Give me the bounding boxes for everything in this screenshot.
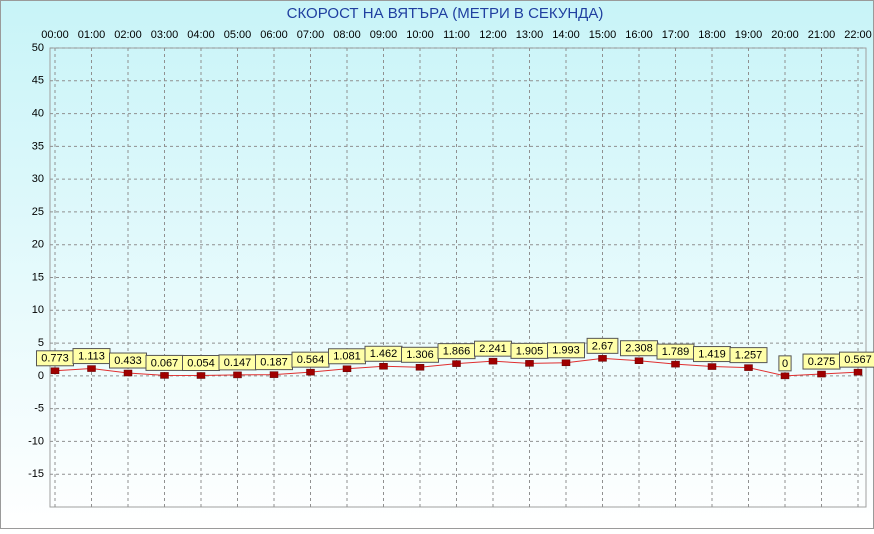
x-tick-label: 17:00 xyxy=(662,29,690,41)
data-label: 0.147 xyxy=(224,357,252,369)
x-tick-label: 09:00 xyxy=(370,29,398,41)
y-tick-label: -5 xyxy=(34,403,44,415)
x-tick-label: 13:00 xyxy=(516,29,544,41)
marker xyxy=(562,360,570,366)
data-label: 1.866 xyxy=(443,346,471,358)
marker xyxy=(818,371,826,377)
marker xyxy=(526,360,534,366)
y-tick-label: 45 xyxy=(32,75,44,87)
y-tick-label: -15 xyxy=(28,468,44,480)
data-label: 1.419 xyxy=(698,348,726,360)
marker xyxy=(708,364,716,370)
marker xyxy=(161,372,169,378)
data-label: 0.564 xyxy=(297,354,325,366)
marker xyxy=(234,372,242,378)
x-tick-label: 20:00 xyxy=(771,29,799,41)
y-tick-label: 5 xyxy=(38,337,44,349)
y-tick-label: -10 xyxy=(28,435,44,447)
data-label: 0.275 xyxy=(808,356,836,368)
data-label: 1.113 xyxy=(78,350,105,362)
x-tick-label: 05:00 xyxy=(224,29,252,41)
marker xyxy=(416,364,424,370)
marker xyxy=(489,358,497,364)
y-tick-label: 25 xyxy=(32,206,44,218)
x-tick-label: 22:00 xyxy=(844,29,872,41)
data-label: 0.054 xyxy=(187,357,215,369)
x-tick-label: 06:00 xyxy=(260,29,288,41)
data-label: 0.187 xyxy=(260,357,288,369)
marker xyxy=(307,369,315,375)
data-label: 1.081 xyxy=(333,351,361,363)
y-tick-label: 15 xyxy=(32,271,44,283)
marker xyxy=(453,361,461,367)
data-label: 1.993 xyxy=(552,345,580,357)
x-tick-label: 14:00 xyxy=(552,29,580,41)
x-tick-label: 04:00 xyxy=(187,29,215,41)
marker xyxy=(635,358,643,364)
data-label: 1.257 xyxy=(735,350,763,362)
marker xyxy=(380,363,388,369)
x-tick-label: 10:00 xyxy=(406,29,434,41)
marker xyxy=(854,369,862,375)
x-tick-label: 11:00 xyxy=(443,29,470,41)
data-label: 1.462 xyxy=(370,348,398,360)
marker xyxy=(197,373,205,379)
data-label: 2.308 xyxy=(625,343,653,355)
data-label: 0.433 xyxy=(114,355,142,367)
data-label: 0.067 xyxy=(151,357,179,369)
marker xyxy=(51,368,59,374)
x-tick-label: 19:00 xyxy=(735,29,763,41)
marker xyxy=(745,365,753,371)
marker xyxy=(343,366,351,372)
data-label: 1.306 xyxy=(406,349,434,361)
x-tick-label: 03:00 xyxy=(151,29,179,41)
data-label: 0.567 xyxy=(844,354,872,366)
y-tick-label: 10 xyxy=(32,304,44,316)
x-tick-label: 21:00 xyxy=(808,29,836,41)
x-tick-label: 18:00 xyxy=(698,29,726,41)
chart-title: СКОРОСТ НА ВЯТЪРА (МЕТРИ В СЕКУНДА) xyxy=(287,5,604,22)
data-label: 0 xyxy=(782,358,788,370)
y-tick-label: 0 xyxy=(38,370,44,382)
x-tick-label: 15:00 xyxy=(589,29,617,41)
x-tick-label: 08:00 xyxy=(333,29,361,41)
y-tick-label: 50 xyxy=(32,42,44,54)
x-tick-label: 01:00 xyxy=(78,29,106,41)
x-tick-label: 16:00 xyxy=(625,29,653,41)
data-label: 2.241 xyxy=(479,343,507,355)
x-tick-label: 07:00 xyxy=(297,29,325,41)
data-label: 1.905 xyxy=(516,345,544,357)
data-label: 1.789 xyxy=(662,346,690,358)
marker xyxy=(270,372,278,378)
x-tick-label: 00:00 xyxy=(41,29,69,41)
marker xyxy=(672,361,680,367)
marker xyxy=(124,370,132,376)
marker xyxy=(88,366,96,372)
data-label: 2.67 xyxy=(592,340,613,352)
y-tick-label: 30 xyxy=(32,173,44,185)
marker xyxy=(781,373,789,379)
data-label: 0.773 xyxy=(41,353,69,365)
marker xyxy=(599,355,607,361)
x-tick-label: 12:00 xyxy=(479,29,507,41)
y-tick-label: 20 xyxy=(32,239,44,251)
y-tick-label: 35 xyxy=(32,140,44,152)
x-tick-label: 02:00 xyxy=(114,29,142,41)
y-tick-label: 40 xyxy=(32,107,44,119)
